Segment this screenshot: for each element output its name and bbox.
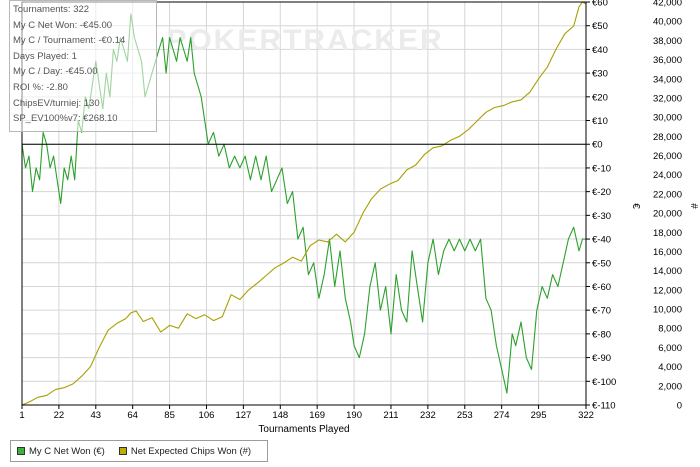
x-tick-label: 22: [54, 410, 65, 421]
stat-days-played: Days Played: 1: [13, 50, 77, 62]
y-left-tick-label: €20: [592, 92, 608, 103]
y-left-tick-label: €-30: [592, 211, 611, 222]
y-left-tick-label: €-80: [592, 329, 611, 340]
plot-frame: [21, 1, 587, 406]
y-right-tick-label: 28,000: [653, 132, 682, 143]
y-left-tick-label: €0: [592, 140, 603, 151]
y-right-axis-label: #: [688, 203, 699, 209]
x-tick-label: 169: [309, 410, 325, 421]
y-left-axis-label: €: [630, 203, 641, 209]
x-tick-label: 106: [199, 410, 215, 421]
legend-label-net-won: My C Net Won (€): [29, 445, 105, 457]
y-left-tick-label: €-50: [592, 258, 611, 269]
series-line-expected-chips: [21, 1, 587, 406]
y-right-tick-label: 18,000: [653, 228, 682, 239]
x-tick-label: 322: [578, 410, 594, 421]
y-right-tick-label: 0: [677, 401, 682, 412]
y-left-tick-label: €50: [592, 21, 608, 32]
pokertracker-watermark: POKERTRACKER: [166, 24, 443, 57]
x-tick-label: 190: [346, 410, 362, 421]
stats-summary-box: Tournaments: 322 My C Net Won: -€45.00 M…: [9, 0, 157, 132]
y-left-tick-label: €-10: [592, 163, 611, 174]
x-tick-label: 127: [235, 410, 251, 421]
x-tick-label: 43: [91, 410, 102, 421]
x-tick-label: 253: [457, 410, 473, 421]
chart-legend: My C Net Won (€) Net Expected Chips Won …: [10, 440, 268, 462]
y-left-tick-label: €-40: [592, 235, 611, 246]
y-right-tick-label: 34,000: [653, 74, 682, 85]
y-right-tick-label: 36,000: [653, 55, 682, 66]
y-right-tick-label: 22,000: [653, 189, 682, 200]
y-right-tick-label: 20,000: [653, 209, 682, 220]
y-left-tick-label: €10: [592, 116, 608, 127]
y-right-tick-label: 8,000: [658, 324, 682, 335]
stat-per-tournament: My C / Tournament: -€0.14: [13, 35, 126, 47]
legend-item-expected-chips[interactable]: Net Expected Chips Won (#): [118, 445, 252, 457]
y-right-tick-label: 16,000: [653, 247, 682, 258]
y-right-tick-label: 10,000: [653, 305, 682, 316]
stat-net-won: My C Net Won: -€45.00: [13, 19, 113, 31]
y-left-tick-label: €-70: [592, 306, 611, 317]
y-right-tick-label: 32,000: [653, 93, 682, 104]
y-left-tick-label: €30: [592, 69, 608, 80]
x-tick-label: 148: [272, 410, 288, 421]
x-tick-label: 1: [19, 410, 24, 421]
y-left-tick-label: €40: [592, 45, 608, 56]
y-right-tick-label: 2,000: [658, 381, 682, 392]
y-right-tick-label: 30,000: [653, 113, 682, 124]
x-tick-label: 232: [420, 410, 436, 421]
y-right-tick-label: 24,000: [653, 170, 682, 181]
legend-swatch-net-won: [17, 447, 25, 455]
x-tick-label: 64: [127, 410, 138, 421]
legend-swatch-expected-chips: [118, 447, 127, 455]
x-tick-label: 274: [494, 410, 510, 421]
stat-per-day: My C / Day: -€45.00: [13, 66, 98, 78]
y-right-tick-label: 42,000: [653, 0, 682, 9]
y-right-tick-label: 4,000: [658, 362, 682, 373]
x-axis-label: Tournaments Played: [258, 424, 349, 435]
x-tick-label: 211: [383, 410, 398, 421]
stat-chips-ev: ChipsEV/turniej: 130: [13, 97, 100, 109]
y-right-tick-label: 38,000: [653, 36, 682, 47]
y-left-tick-label: €-90: [592, 353, 611, 364]
legend-label-expected-chips: Net Expected Chips Won (#): [130, 445, 252, 457]
y-left-tick-label: €-110: [592, 401, 616, 412]
stat-roi: ROI %: -2.80: [13, 81, 68, 93]
y-right-tick-label: 6,000: [658, 343, 682, 354]
y-right-tick-label: 40,000: [653, 17, 682, 28]
y-left-tick-label: €60: [592, 0, 608, 9]
stat-tournaments: Tournaments: 322: [13, 4, 90, 15]
y-left-tick-label: €-60: [592, 282, 611, 293]
legend-item-net-won[interactable]: My C Net Won (€): [17, 446, 105, 457]
y-right-tick-label: 12,000: [653, 285, 682, 296]
chart-axes: 1 22 43 64 85 106 127 148 169 190 211 232 253 274 295 3…: [19, 0, 682, 421]
x-tick-label: 295: [531, 410, 547, 421]
y-right-tick-label: 14,000: [653, 266, 682, 277]
y-left-tick-label: €-20: [592, 187, 611, 198]
stat-sp-ev: SP_EV100%v7: €268.10: [13, 113, 118, 125]
y-left-tick-label: €-100: [592, 377, 616, 388]
y-right-tick-label: 26,000: [653, 151, 682, 162]
x-tick-label: 85: [164, 410, 175, 421]
